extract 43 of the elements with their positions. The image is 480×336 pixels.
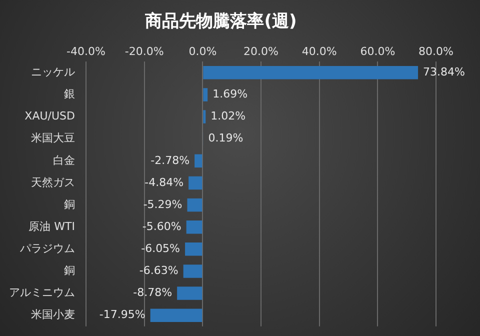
- y-tick-label: ニッケル: [31, 65, 75, 78]
- bar: [188, 176, 202, 190]
- y-tick-label: 米国大豆: [31, 132, 75, 145]
- y-tick-label: 米国小麦: [31, 308, 75, 322]
- bar: [186, 220, 202, 234]
- y-tick-label: 原油 WTI: [28, 220, 75, 233]
- bar: [203, 110, 206, 124]
- x-tick-label: 60.0%: [360, 44, 396, 58]
- x-tick-label: -40.0%: [66, 44, 106, 58]
- data-label: -6.63%: [139, 264, 178, 278]
- data-label: -6.05%: [141, 242, 180, 256]
- data-label: -4.84%: [144, 176, 184, 189]
- x-tick-label: 80.0%: [418, 44, 454, 58]
- x-tick-label: 40.0%: [302, 44, 337, 58]
- bar: [194, 154, 202, 168]
- bar: [150, 308, 202, 322]
- data-label: 1.69%: [212, 88, 248, 101]
- y-tick-label: 銅: [64, 264, 75, 278]
- data-label: -8.78%: [133, 286, 172, 300]
- x-tick-label: 0.0%: [188, 44, 217, 58]
- y-tick-label: XAU/USD: [24, 110, 75, 123]
- bar: [177, 286, 202, 300]
- y-tick-label: パラジウム: [19, 242, 75, 256]
- y-tick-label: 銀: [64, 88, 75, 101]
- bar: [203, 66, 418, 80]
- y-tick-label: 白金: [53, 154, 75, 167]
- x-tick-label: -20.0%: [124, 44, 164, 58]
- bar: [185, 242, 202, 256]
- bar: [203, 88, 208, 102]
- data-label: -17.95%: [99, 308, 146, 322]
- chart-title: 商品先物騰落率(週): [144, 12, 297, 32]
- data-label: 73.84%: [423, 65, 465, 78]
- bar: [183, 264, 202, 278]
- x-tick-label: 20.0%: [244, 44, 278, 58]
- data-label: 0.19%: [208, 132, 244, 145]
- bar: [187, 198, 202, 212]
- data-label: -2.78%: [150, 154, 190, 167]
- data-label: -5.60%: [142, 220, 182, 233]
- y-tick-label: 銅: [64, 198, 75, 211]
- y-tick-label: アルミニウム: [9, 286, 75, 300]
- data-label: -5.29%: [143, 198, 182, 211]
- y-tick-label: 天然ガス: [31, 176, 75, 189]
- data-label: 1.02%: [210, 110, 246, 123]
